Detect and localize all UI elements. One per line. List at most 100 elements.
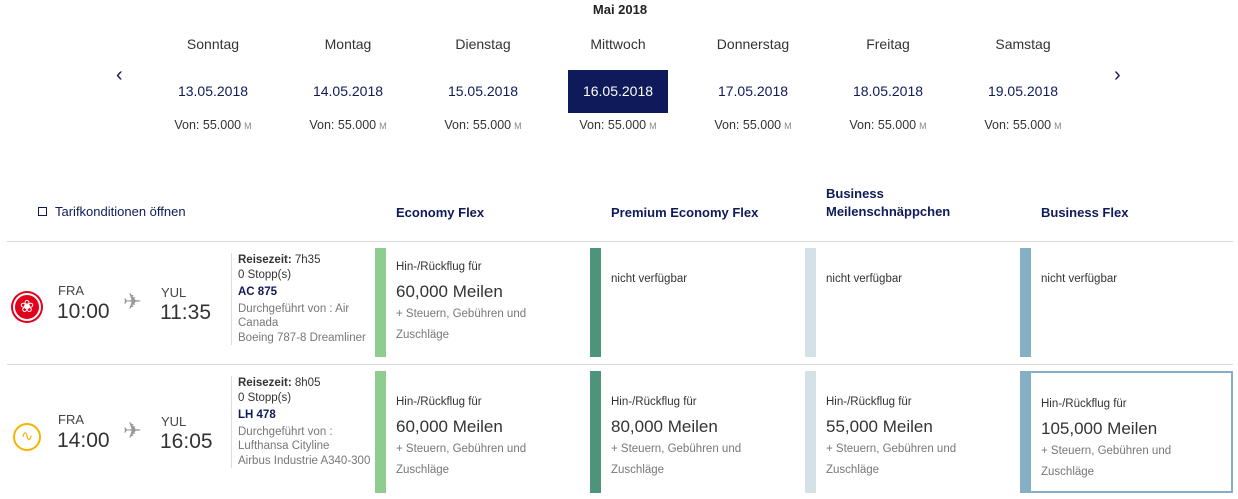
divider xyxy=(7,364,1233,365)
column-header-economy-flex: Economy Flex xyxy=(396,205,485,220)
lufthansa-logo: ∿ xyxy=(13,423,41,451)
price: Von: 55.000 xyxy=(579,118,647,132)
destination-airport: YUL xyxy=(161,285,187,300)
fare-miles: 60,000 Meilen xyxy=(396,417,503,436)
fare-miles: 60,000 Meilen xyxy=(396,282,503,301)
fare-cell: nicht verfügbar xyxy=(590,248,803,357)
flight-details: Reisezeit: 7h35 0 Stopp(s) AC 875 Durchg… xyxy=(231,253,376,345)
departure-time: 10:00 xyxy=(57,300,110,323)
date: 14.05.2018 xyxy=(312,83,384,99)
operated-by: Durchgeführt von : Lufthansa Cityline xyxy=(238,425,333,453)
fare-cell[interactable]: Hin-/Rückflug für 80,000 Meilen + Steuern,… xyxy=(590,371,803,493)
miles-icon: M xyxy=(784,121,792,131)
price-from: Von: 55.000 M xyxy=(558,118,678,132)
plane-icon: ✈︎ xyxy=(123,289,142,314)
fare-label: Hin-/Rückflug für xyxy=(826,396,912,408)
flight-details: Reisezeit: 8h05 0 Stopp(s) LH 478 Durchg… xyxy=(231,376,376,468)
header-line: Meilenschnäppchen xyxy=(826,204,951,219)
air-canada-logo: ❀ xyxy=(13,293,41,321)
stops: 0 Stopp(s) xyxy=(238,391,292,404)
operated-by: Durchgeführt von : Air Canada xyxy=(238,302,350,330)
price: Von: 55.000 xyxy=(849,118,917,132)
header-line: Business xyxy=(826,186,884,201)
price-from: Von: 55.000 M xyxy=(693,118,813,132)
price-from: Von: 55.000 M xyxy=(828,118,948,132)
stops: 0 Stopp(s) xyxy=(238,268,292,281)
price: Von: 55.000 xyxy=(714,118,782,132)
date-option[interactable]: Montag 14.05.2018 Von: 55.000 M xyxy=(288,36,408,132)
fare-note: + Steuern, Gebühren und Zuschläge xyxy=(396,443,527,476)
miles-icon: M xyxy=(514,121,522,131)
arrival-time: 11:35 xyxy=(160,301,211,324)
origin-airport: FRA xyxy=(58,283,84,298)
flight-number[interactable]: LH 478 xyxy=(238,409,276,421)
date-option[interactable]: Freitag 18.05.2018 Von: 55.000 M xyxy=(828,36,948,132)
date: 18.05.2018 xyxy=(852,83,924,99)
plane-icon: ✈︎ xyxy=(123,418,142,443)
external-link-icon xyxy=(38,207,47,216)
price-from: Von: 55.000 M xyxy=(153,118,273,132)
fare-color-bar xyxy=(375,248,386,357)
month-label: Mai 2018 xyxy=(592,2,648,17)
date-option[interactable]: Donnerstag 17.05.2018 Von: 55.000 M xyxy=(693,36,813,132)
duration-label: Reisezeit: xyxy=(238,254,292,266)
date-option[interactable]: Samstag 19.05.2018 Von: 55.000 M xyxy=(963,36,1083,132)
fare-cell[interactable]: Hin-/Rückflug für 105,000 Meilen + Steuern… xyxy=(1020,371,1233,493)
date: 13.05.2018 xyxy=(177,83,249,99)
column-header-business-meilenschnaeppchen: Business Meilenschnäppchen xyxy=(826,185,950,221)
price: Von: 55.000 xyxy=(444,118,512,132)
date: 15.05.2018 xyxy=(447,83,519,99)
fare-label: Hin-/Rückflug für xyxy=(396,261,482,273)
not-available: nicht verfügbar xyxy=(1041,273,1118,285)
fare-miles: 80,000 Meilen xyxy=(611,417,718,436)
origin-airport: FRA xyxy=(58,412,84,427)
chevron-right-icon[interactable]: › xyxy=(1114,64,1121,86)
duration: 8h05 xyxy=(294,377,321,389)
column-header-business-flex: Business Flex xyxy=(1041,205,1129,220)
fare-note: + Steuern, Gebühren und Zuschläge xyxy=(611,443,742,476)
price: Von: 55.000 xyxy=(174,118,242,132)
fare-note: + Steuern, Gebühren und Zuschläge xyxy=(1041,445,1172,478)
fare-miles: 55,000 Meilen xyxy=(826,417,933,436)
fare-note: + Steuern, Gebühren und Zuschläge xyxy=(396,308,527,341)
not-available: nicht verfügbar xyxy=(826,273,903,285)
weekday: Freitag xyxy=(866,36,910,52)
price-from: Von: 55.000 M xyxy=(288,118,408,132)
weekday: Mittwoch xyxy=(590,36,646,52)
price-from: Von: 55.000 M xyxy=(963,118,1083,132)
fare-cell[interactable]: Hin-/Rückflug für 60,000 Meilen + Steuern,… xyxy=(375,371,588,493)
chevron-left-icon[interactable]: ‹ xyxy=(116,64,123,86)
date: 16.05.2018 xyxy=(568,70,668,113)
fare-color-bar xyxy=(805,371,816,493)
fare-label: Hin-/Rückflug für xyxy=(1041,398,1127,410)
date-option[interactable]: Dienstag 15.05.2018 Von: 55.000 M xyxy=(423,36,543,132)
fare-cell[interactable]: Hin-/Rückflug für 55,000 Meilen + Steuern,… xyxy=(805,371,1018,493)
weekday: Dienstag xyxy=(455,36,511,52)
price-from: Von: 55.000 M xyxy=(423,118,543,132)
fare-color-bar xyxy=(1020,248,1031,357)
fare-color-bar xyxy=(375,371,386,493)
weekday: Samstag xyxy=(995,36,1051,52)
date-option[interactable]: Sonntag 13.05.2018 Von: 55.000 M xyxy=(153,36,273,132)
price: Von: 55.000 xyxy=(309,118,377,132)
miles-icon: M xyxy=(919,121,927,131)
departure-time: 14:00 xyxy=(57,429,110,452)
weekday: Donnerstag xyxy=(716,36,790,52)
date: 17.05.2018 xyxy=(717,83,789,99)
miles-icon: M xyxy=(379,121,387,131)
fare-label: Hin-/Rückflug für xyxy=(396,396,482,408)
date-option[interactable]: Mittwoch 16.05.2018 Von: 55.000 M xyxy=(558,36,678,132)
tarif-conditions-link[interactable]: Tarifkonditionen öffnen xyxy=(38,204,186,219)
fare-note: + Steuern, Gebühren und Zuschläge xyxy=(826,443,957,476)
fare-cell: nicht verfügbar xyxy=(1020,248,1233,357)
fare-miles: 105,000 Meilen xyxy=(1041,419,1158,438)
weekday: Sonntag xyxy=(186,36,240,52)
fare-color-bar xyxy=(590,248,601,357)
flight-number[interactable]: AC 875 xyxy=(238,286,277,298)
fare-color-bar xyxy=(590,371,601,493)
date: 19.05.2018 xyxy=(987,83,1059,99)
aircraft: Airbus Industrie A340-300 xyxy=(238,454,371,467)
fare-color-bar xyxy=(805,248,816,357)
fare-cell: nicht verfügbar xyxy=(805,248,1018,357)
fare-cell[interactable]: Hin-/Rückflug für 60,000 Meilen + Steuern,… xyxy=(375,248,588,357)
